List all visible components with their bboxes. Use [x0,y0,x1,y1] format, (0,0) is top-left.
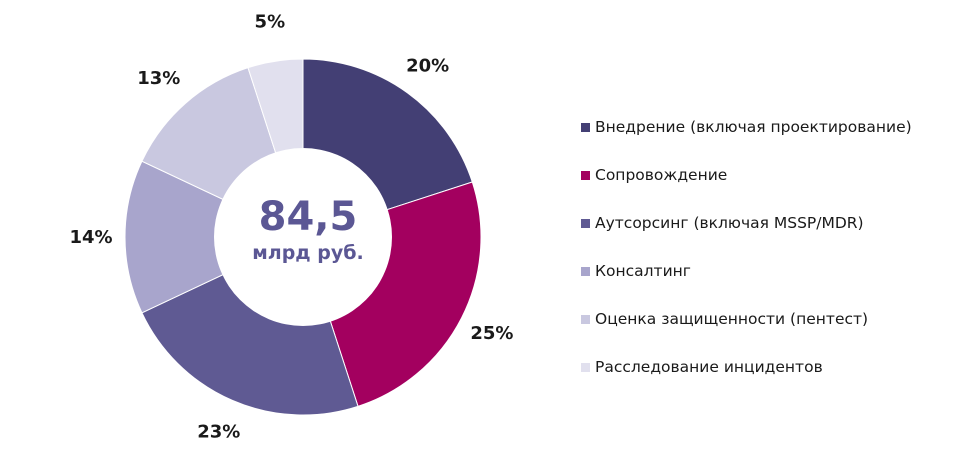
donut-hole [214,148,392,326]
slice-percent-label: 20% [406,55,449,76]
slice-percent-label: 5% [255,12,286,33]
legend-swatch [581,314,590,324]
legend-swatch [581,362,590,372]
legend-item: Сопровождение [581,151,912,199]
legend-label: Оценка защищенности (пентест) [595,310,869,328]
legend-item: Аутсорсинг (включая MSSP/MDR) [581,199,912,247]
legend-item: Оценка защищенности (пентест) [581,295,912,343]
legend-swatch [581,170,590,180]
legend-item: Внедрение (включая проектирование) [581,103,912,151]
legend-swatch [581,266,590,276]
slice-percent-label: 14% [69,227,112,248]
legend: Внедрение (включая проектирование) Сопро… [581,103,912,391]
center-total-value: 84,5 [259,194,358,240]
slice-percent-label: 13% [137,68,180,89]
legend-item: Расследование инцидентов [581,343,912,391]
legend-label: Консалтинг [595,262,691,280]
center-total-unit: млрд руб. [252,242,363,264]
legend-label: Расследование инцидентов [595,358,823,376]
labels-group: 20% 25% 23% 14% 13% 5% [69,12,513,443]
legend-swatch [581,122,590,132]
legend-label: Внедрение (включая проектирование) [595,118,912,136]
legend-item: Консалтинг [581,247,912,295]
slice-percent-label: 23% [197,422,240,443]
legend-label: Сопровождение [595,166,728,184]
legend-label: Аутсорсинг (включая MSSP/MDR) [595,214,864,232]
legend-swatch [581,218,590,228]
slice-percent-label: 25% [470,323,513,344]
